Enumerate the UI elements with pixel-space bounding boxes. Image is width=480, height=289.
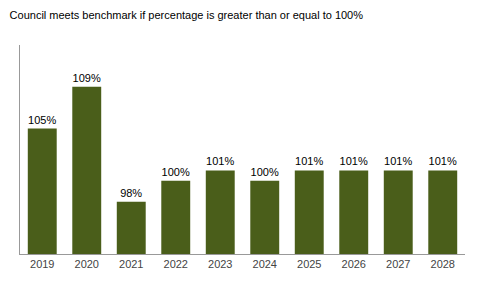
svg-text:101%: 101% bbox=[206, 155, 234, 167]
svg-text:2028: 2028 bbox=[431, 258, 455, 270]
svg-text:109%: 109% bbox=[73, 72, 101, 84]
svg-text:105%: 105% bbox=[28, 114, 56, 126]
svg-text:Council meets benchmark if per: Council meets benchmark if percentage is… bbox=[10, 9, 364, 21]
svg-text:101%: 101% bbox=[340, 155, 368, 167]
svg-text:101%: 101% bbox=[384, 155, 412, 167]
svg-text:2019: 2019 bbox=[30, 258, 54, 270]
svg-text:2023: 2023 bbox=[208, 258, 232, 270]
svg-text:2025: 2025 bbox=[297, 258, 321, 270]
svg-text:101%: 101% bbox=[429, 155, 457, 167]
svg-text:2027: 2027 bbox=[386, 258, 410, 270]
svg-text:100%: 100% bbox=[251, 166, 279, 178]
svg-text:2020: 2020 bbox=[75, 258, 99, 270]
svg-text:100%: 100% bbox=[162, 166, 190, 178]
svg-text:2026: 2026 bbox=[342, 258, 366, 270]
svg-text:2024: 2024 bbox=[253, 258, 277, 270]
svg-text:2021: 2021 bbox=[119, 258, 143, 270]
svg-text:2022: 2022 bbox=[164, 258, 188, 270]
svg-text:98%: 98% bbox=[120, 187, 142, 199]
svg-text:101%: 101% bbox=[295, 155, 323, 167]
